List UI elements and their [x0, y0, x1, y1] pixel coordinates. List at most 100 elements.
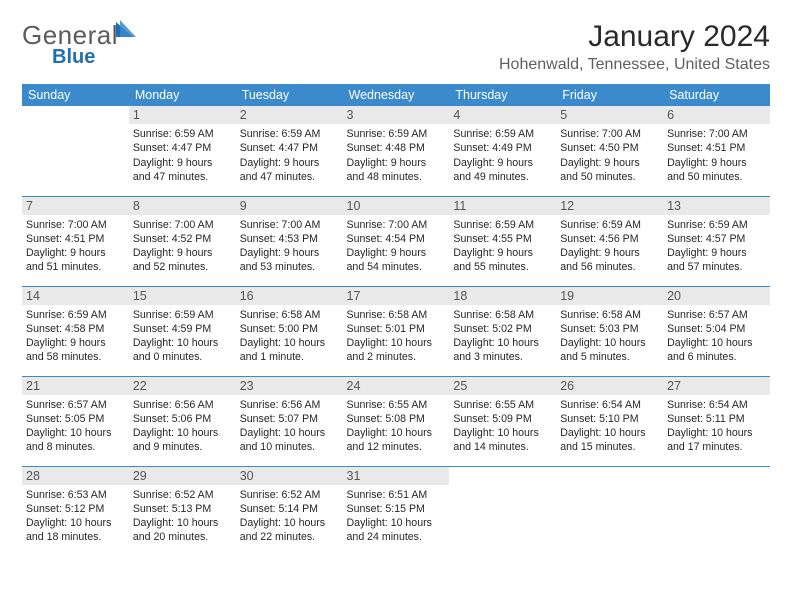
day-details: Sunrise: 6:58 AMSunset: 5:02 PMDaylight:…: [452, 308, 553, 365]
weekday-header: Sunday: [22, 84, 129, 106]
day-number: 9: [236, 197, 343, 215]
calendar-day-cell: 28 Sunrise: 6:53 AMSunset: 5:12 PMDayligh…: [22, 466, 129, 556]
calendar-day-cell: 2 Sunrise: 6:59 AMSunset: 4:47 PMDaylight…: [236, 106, 343, 196]
day-details: Sunrise: 6:59 AMSunset: 4:47 PMDaylight:…: [239, 127, 340, 184]
calendar-day-cell: [22, 106, 129, 196]
day-details: Sunrise: 6:59 AMSunset: 4:48 PMDaylight:…: [346, 127, 447, 184]
day-number: 28: [22, 467, 129, 485]
calendar-page: General Blue January 2024 Hohenwald, Ten…: [0, 0, 792, 566]
calendar-day-cell: 5 Sunrise: 7:00 AMSunset: 4:50 PMDaylight…: [556, 106, 663, 196]
calendar-day-cell: 10 Sunrise: 7:00 AMSunset: 4:54 PMDayligh…: [343, 196, 450, 286]
day-number: 8: [129, 197, 236, 215]
day-details: Sunrise: 6:55 AMSunset: 5:09 PMDaylight:…: [452, 398, 553, 455]
weekday-header: Saturday: [663, 84, 770, 106]
day-details: Sunrise: 6:59 AMSunset: 4:56 PMDaylight:…: [559, 218, 660, 275]
page-title: January 2024: [499, 20, 770, 54]
day-details: Sunrise: 6:59 AMSunset: 4:57 PMDaylight:…: [666, 218, 767, 275]
day-details: Sunrise: 6:54 AMSunset: 5:11 PMDaylight:…: [666, 398, 767, 455]
page-subtitle: Hohenwald, Tennessee, United States: [499, 56, 770, 74]
calendar-week-row: 14 Sunrise: 6:59 AMSunset: 4:58 PMDayligh…: [22, 286, 770, 376]
day-details: Sunrise: 7:00 AMSunset: 4:53 PMDaylight:…: [239, 218, 340, 275]
day-details: Sunrise: 6:52 AMSunset: 5:13 PMDaylight:…: [132, 488, 233, 545]
logo: General Blue: [22, 18, 118, 69]
day-number: 30: [236, 467, 343, 485]
day-details: Sunrise: 6:58 AMSunset: 5:03 PMDaylight:…: [559, 308, 660, 365]
sail-icon: [116, 20, 136, 38]
day-details: Sunrise: 7:00 AMSunset: 4:52 PMDaylight:…: [132, 218, 233, 275]
calendar-day-cell: 26 Sunrise: 6:54 AMSunset: 5:10 PMDayligh…: [556, 376, 663, 466]
calendar-day-cell: 21Sunrise: 6:57 AMSunset: 5:05 PMDayligh…: [22, 376, 129, 466]
day-details: Sunrise: 6:59 AMSunset: 4:59 PMDaylight:…: [132, 308, 233, 365]
day-number: 18: [449, 287, 556, 305]
calendar-day-cell: [449, 466, 556, 556]
calendar-week-row: 28 Sunrise: 6:53 AMSunset: 5:12 PMDayligh…: [22, 466, 770, 556]
day-number: 16: [236, 287, 343, 305]
day-number: 1: [129, 106, 236, 124]
calendar-week-row: 21Sunrise: 6:57 AMSunset: 5:05 PMDayligh…: [22, 376, 770, 466]
day-number: 14: [22, 287, 129, 305]
day-number: 29: [129, 467, 236, 485]
weekday-header: Wednesday: [343, 84, 450, 106]
day-details: Sunrise: 6:52 AMSunset: 5:14 PMDaylight:…: [239, 488, 340, 545]
calendar-day-cell: 29 Sunrise: 6:52 AMSunset: 5:13 PMDayligh…: [129, 466, 236, 556]
calendar-day-cell: 24 Sunrise: 6:55 AMSunset: 5:08 PMDayligh…: [343, 376, 450, 466]
calendar-day-cell: 18 Sunrise: 6:58 AMSunset: 5:02 PMDayligh…: [449, 286, 556, 376]
day-details: Sunrise: 6:56 AMSunset: 5:07 PMDaylight:…: [239, 398, 340, 455]
calendar-table: Sunday Monday Tuesday Wednesday Thursday…: [22, 84, 770, 556]
calendar-day-cell: 14 Sunrise: 6:59 AMSunset: 4:58 PMDayligh…: [22, 286, 129, 376]
calendar-day-cell: 30 Sunrise: 6:52 AMSunset: 5:14 PMDayligh…: [236, 466, 343, 556]
day-number: 23: [236, 377, 343, 395]
day-details: Sunrise: 6:56 AMSunset: 5:06 PMDaylight:…: [132, 398, 233, 455]
logo-text-1: General: [22, 20, 118, 50]
day-number: 22: [129, 377, 236, 395]
calendar-day-cell: 12Sunrise: 6:59 AMSunset: 4:56 PMDayligh…: [556, 196, 663, 286]
calendar-day-cell: 31 Sunrise: 6:51 AMSunset: 5:15 PMDayligh…: [343, 466, 450, 556]
calendar-day-cell: 15Sunrise: 6:59 AMSunset: 4:59 PMDayligh…: [129, 286, 236, 376]
calendar-day-cell: 6 Sunrise: 7:00 AMSunset: 4:51 PMDaylight…: [663, 106, 770, 196]
day-details: Sunrise: 7:00 AMSunset: 4:54 PMDaylight:…: [346, 218, 447, 275]
day-details: Sunrise: 6:59 AMSunset: 4:47 PMDaylight:…: [132, 127, 233, 184]
day-number: 6: [663, 106, 770, 124]
calendar-day-cell: 17Sunrise: 6:58 AMSunset: 5:01 PMDayligh…: [343, 286, 450, 376]
calendar-day-cell: [556, 466, 663, 556]
page-header: General Blue January 2024 Hohenwald, Ten…: [22, 18, 770, 74]
calendar-day-cell: 9 Sunrise: 7:00 AMSunset: 4:53 PMDaylight…: [236, 196, 343, 286]
calendar-day-cell: [663, 466, 770, 556]
day-details: Sunrise: 7:00 AMSunset: 4:51 PMDaylight:…: [25, 218, 126, 275]
calendar-day-cell: 23 Sunrise: 6:56 AMSunset: 5:07 PMDayligh…: [236, 376, 343, 466]
weekday-header: Friday: [556, 84, 663, 106]
day-details: Sunrise: 6:57 AMSunset: 5:04 PMDaylight:…: [666, 308, 767, 365]
day-details: Sunrise: 7:00 AMSunset: 4:50 PMDaylight:…: [559, 127, 660, 184]
day-number: 26: [556, 377, 663, 395]
title-block: January 2024 Hohenwald, Tennessee, Unite…: [499, 18, 770, 74]
day-number: 25: [449, 377, 556, 395]
day-number: 31: [343, 467, 450, 485]
day-details: Sunrise: 6:54 AMSunset: 5:10 PMDaylight:…: [559, 398, 660, 455]
calendar-day-cell: 13 Sunrise: 6:59 AMSunset: 4:57 PMDayligh…: [663, 196, 770, 286]
calendar-day-cell: 1 Sunrise: 6:59 AMSunset: 4:47 PMDaylight…: [129, 106, 236, 196]
day-details: Sunrise: 7:00 AMSunset: 4:51 PMDaylight:…: [666, 127, 767, 184]
calendar-week-row: 1Sunrise: 6:59 AMSunset: 4:47 PMDaylight…: [22, 106, 770, 196]
day-number: 2: [236, 106, 343, 124]
day-details: Sunrise: 6:58 AMSunset: 5:01 PMDaylight:…: [346, 308, 447, 365]
day-number: 5: [556, 106, 663, 124]
day-details: Sunrise: 6:55 AMSunset: 5:08 PMDaylight:…: [346, 398, 447, 455]
logo-word-general: General: [22, 22, 118, 48]
day-number: 10: [343, 197, 450, 215]
weekday-header: Thursday: [449, 84, 556, 106]
calendar-day-cell: 3Sunrise: 6:59 AMSunset: 4:48 PMDaylight…: [343, 106, 450, 196]
calendar-day-cell: 8 Sunrise: 7:00 AMSunset: 4:52 PMDaylight…: [129, 196, 236, 286]
day-details: Sunrise: 6:51 AMSunset: 5:15 PMDaylight:…: [346, 488, 447, 545]
day-details: Sunrise: 6:59 AMSunset: 4:58 PMDaylight:…: [25, 308, 126, 365]
calendar-week-row: 7 Sunrise: 7:00 AMSunset: 4:51 PMDaylight…: [22, 196, 770, 286]
day-number: 7: [22, 197, 129, 215]
day-number: 24: [343, 377, 450, 395]
calendar-day-cell: 25 Sunrise: 6:55 AMSunset: 5:09 PMDayligh…: [449, 376, 556, 466]
day-number: 4: [449, 106, 556, 124]
calendar-day-cell: 22 Sunrise: 6:56 AMSunset: 5:06 PMDayligh…: [129, 376, 236, 466]
day-number: 27: [663, 377, 770, 395]
calendar-day-cell: 11Sunrise: 6:59 AMSunset: 4:55 PMDayligh…: [449, 196, 556, 286]
day-details: Sunrise: 6:53 AMSunset: 5:12 PMDaylight:…: [25, 488, 126, 545]
day-number: 13: [663, 197, 770, 215]
day-details: Sunrise: 6:59 AMSunset: 4:55 PMDaylight:…: [452, 218, 553, 275]
